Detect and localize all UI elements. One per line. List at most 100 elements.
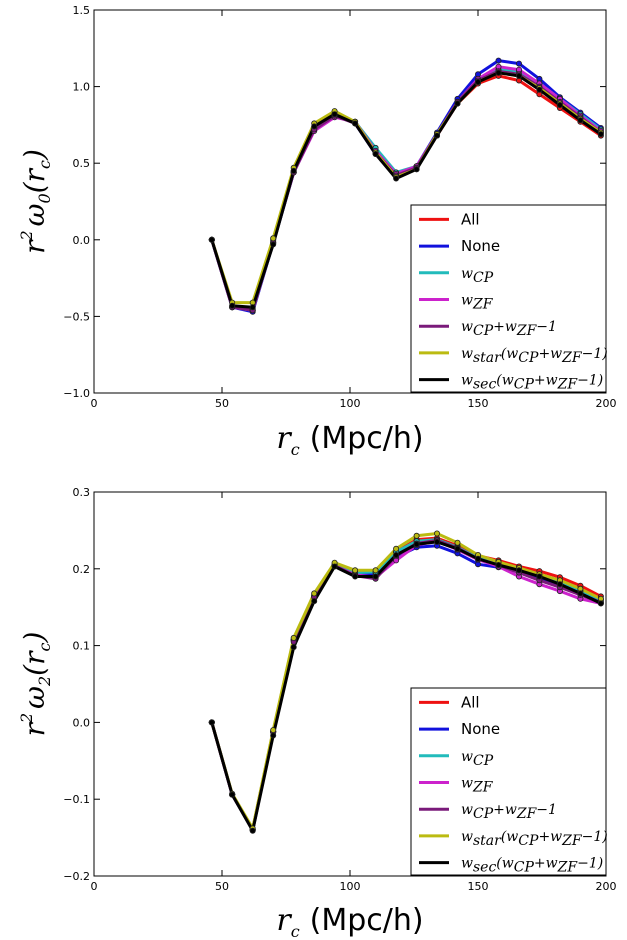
- x-axis-label: rc (Mpc/h): [276, 421, 423, 459]
- y-tick-label: 0.0: [73, 716, 91, 729]
- series-group: [208, 57, 604, 315]
- data-point: [352, 573, 359, 580]
- series-line-w_sec: [210, 71, 602, 309]
- data-point: [249, 304, 256, 311]
- data-point: [249, 827, 256, 834]
- data-point: [352, 567, 359, 574]
- y-tick-label: 0.3: [73, 486, 91, 499]
- x-tick-label: 200: [596, 880, 617, 893]
- data-point: [208, 236, 215, 243]
- x-tick-label: 50: [215, 397, 229, 410]
- data-point: [393, 175, 400, 182]
- y-tick-label: 0.5: [73, 157, 91, 170]
- data-point: [433, 538, 440, 545]
- y-axis-label: r2ω0(rc): [17, 149, 54, 254]
- data-point: [311, 590, 318, 597]
- y-axis-label: r2ω2(rc): [17, 632, 54, 737]
- y-tick-label: −0.5: [63, 310, 90, 323]
- y-tick-label: −0.1: [63, 793, 90, 806]
- data-point: [372, 567, 379, 574]
- data-point: [474, 79, 481, 86]
- data-point: [597, 600, 604, 607]
- data-point: [516, 60, 523, 67]
- data-point: [311, 598, 318, 605]
- data-point: [229, 791, 236, 798]
- legend: All None wCP wZF wCP+wZF−1 wstar(wCP+wZF−1) ws…: [410, 687, 608, 876]
- legend-entry-w_ZF: wZF: [461, 293, 494, 313]
- legend-entry-w_CP+w_ZF-1: wCP+wZF−1: [461, 319, 557, 339]
- data-point: [454, 100, 461, 107]
- x-tick-label: 150: [468, 880, 489, 893]
- legend-entry-w_star: wstar(wCP+wZF−1): [461, 346, 608, 366]
- legend-entry-w_sec: wsec(wCP+wZF−1): [461, 856, 603, 876]
- legend-entry-w_ZF: wZF: [461, 776, 494, 796]
- x-tick-label: 50: [215, 880, 229, 893]
- data-point: [454, 545, 461, 552]
- data-point: [474, 555, 481, 562]
- legend-entry-w_star: wstar(wCP+wZF−1): [461, 829, 608, 849]
- legend-entry-All: All: [461, 693, 480, 711]
- x-axis-label: rc (Mpc/h): [276, 903, 423, 940]
- chart-panel-1: 0 50 100 150 200 −0.2 −0.1 0.0 0.1 0.2 0.3 rc (Mpc/h…: [17, 486, 617, 940]
- data-point: [495, 57, 502, 64]
- data-point: [270, 727, 277, 734]
- chart-panel-0: 0 50 100 150 200 −1.0 −0.5 0.0 0.5 1.0 1.5 rc (Mpc/h…: [17, 4, 617, 459]
- data-point: [556, 581, 563, 588]
- y-tick-label: −1.0: [63, 387, 90, 400]
- legend-entry-w_CP: wCP: [461, 266, 494, 286]
- data-point: [393, 552, 400, 559]
- y-tick-label: 1.0: [73, 81, 91, 94]
- data-point: [290, 644, 297, 651]
- x-tick-label: 0: [91, 880, 98, 893]
- data-point: [372, 150, 379, 157]
- data-point: [597, 131, 604, 138]
- data-point: [372, 573, 379, 580]
- data-point: [536, 86, 543, 93]
- data-point: [270, 235, 277, 242]
- legend-entry-w_sec: wsec(wCP+wZF−1): [461, 373, 603, 393]
- series-group: [208, 530, 604, 834]
- data-point: [290, 634, 297, 641]
- data-point: [516, 72, 523, 79]
- data-point: [270, 241, 277, 248]
- y-tick-label: 1.5: [73, 4, 91, 17]
- data-point: [393, 545, 400, 552]
- data-point: [413, 532, 420, 539]
- data-point: [536, 573, 543, 580]
- y-tick-label: −0.2: [63, 870, 90, 883]
- data-point: [413, 541, 420, 548]
- data-point: [331, 111, 338, 118]
- y-tick-label: 0.1: [73, 640, 91, 653]
- data-point: [495, 562, 502, 569]
- data-point: [577, 117, 584, 124]
- data-point: [495, 69, 502, 76]
- legend-entry-w_CP: wCP: [461, 749, 494, 769]
- data-point: [433, 530, 440, 537]
- data-point: [454, 539, 461, 546]
- data-point: [516, 567, 523, 574]
- data-point: [270, 732, 277, 739]
- legend-entry-All: All: [461, 210, 480, 228]
- data-point: [413, 166, 420, 173]
- y-tick-label: 0.0: [73, 234, 91, 247]
- data-point: [352, 120, 359, 127]
- legend-entry-None: None: [461, 237, 500, 255]
- x-tick-label: 100: [340, 397, 361, 410]
- data-point: [311, 123, 318, 130]
- data-point: [331, 563, 338, 570]
- legend-entry-None: None: [461, 720, 500, 738]
- legend-entry-w_CP+w_ZF-1: wCP+wZF−1: [461, 802, 557, 822]
- x-tick-label: 100: [340, 880, 361, 893]
- x-tick-label: 200: [596, 397, 617, 410]
- data-point: [208, 719, 215, 726]
- x-tick-label: 0: [91, 397, 98, 410]
- y-tick-label: 0.2: [73, 563, 91, 576]
- series-line-w_sec: [210, 540, 602, 833]
- data-point: [290, 167, 297, 174]
- x-tick-label: 150: [468, 397, 489, 410]
- legend: All None wCP wZF wCP+wZF−1 wstar(wCP+wZF−1) ws…: [410, 204, 608, 393]
- data-point: [229, 302, 236, 309]
- data-point: [577, 590, 584, 597]
- data-point: [433, 132, 440, 139]
